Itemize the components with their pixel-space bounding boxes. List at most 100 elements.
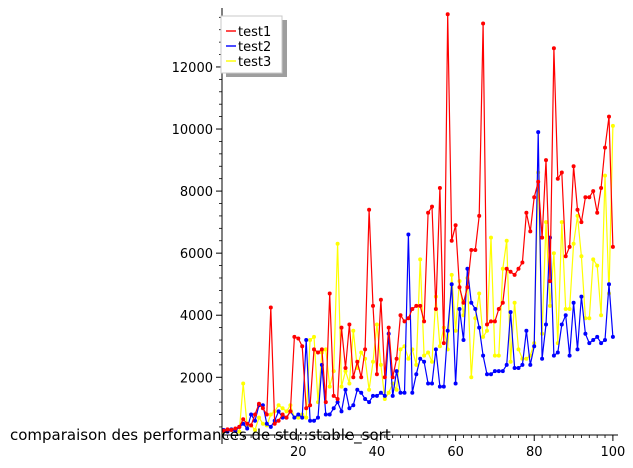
data-point-test3 bbox=[587, 316, 592, 321]
data-point-test3 bbox=[398, 347, 403, 352]
data-point-test2 bbox=[559, 322, 564, 327]
data-point-test2 bbox=[504, 362, 509, 367]
data-point-test2 bbox=[335, 400, 340, 405]
data-point-test3 bbox=[579, 254, 584, 259]
data-point-test3 bbox=[599, 313, 604, 318]
data-point-test1 bbox=[276, 418, 281, 423]
data-point-test2 bbox=[512, 366, 517, 370]
data-point-test1 bbox=[229, 428, 234, 432]
data-point-test1 bbox=[296, 336, 301, 341]
data-point-test3 bbox=[394, 387, 399, 392]
data-point-test1 bbox=[367, 207, 372, 212]
series-line-test3 bbox=[223, 125, 614, 433]
data-point-test1 bbox=[504, 266, 509, 271]
data-point-test1 bbox=[382, 375, 387, 380]
data-point-test1 bbox=[461, 300, 466, 305]
data-point-test3 bbox=[327, 384, 332, 389]
data-point-test2 bbox=[410, 390, 415, 395]
data-point-test1 bbox=[319, 347, 324, 352]
data-point-test3 bbox=[257, 415, 261, 420]
data-point-test2 bbox=[481, 353, 486, 358]
data-point-test1 bbox=[339, 325, 344, 330]
data-point-test1 bbox=[406, 316, 411, 321]
data-point-test3 bbox=[339, 384, 344, 389]
data-point-test1 bbox=[587, 195, 592, 200]
y-tick-label: 10000 bbox=[172, 123, 213, 138]
data-point-test1 bbox=[359, 375, 364, 380]
data-point-test1 bbox=[386, 325, 391, 330]
data-point-test3 bbox=[595, 263, 600, 268]
data-point-test1 bbox=[465, 285, 470, 290]
data-point-test3 bbox=[284, 409, 289, 414]
data-point-test3 bbox=[422, 353, 427, 358]
chart-caption: comparaison des performances de std::sta… bbox=[10, 426, 391, 445]
data-point-test3 bbox=[260, 421, 265, 426]
data-point-test3 bbox=[567, 307, 572, 311]
data-point-test1 bbox=[528, 229, 533, 234]
data-point-test1 bbox=[551, 46, 556, 51]
data-point-test1 bbox=[481, 21, 486, 26]
data-point-test1 bbox=[304, 406, 309, 411]
data-point-test1 bbox=[532, 195, 537, 200]
series-test2 bbox=[221, 130, 615, 434]
data-point-test1 bbox=[327, 291, 332, 296]
data-point-test3 bbox=[304, 415, 309, 420]
data-point-test2 bbox=[445, 328, 450, 333]
data-point-test1 bbox=[473, 248, 478, 252]
x-tick-label: 100 bbox=[600, 445, 625, 460]
data-point-test2 bbox=[610, 334, 615, 339]
data-point-test1 bbox=[272, 421, 277, 426]
data-point-test3 bbox=[563, 307, 568, 311]
data-point-test1 bbox=[347, 322, 352, 327]
data-point-test3 bbox=[603, 173, 607, 178]
data-point-test2 bbox=[437, 384, 442, 389]
data-point-test3 bbox=[276, 403, 281, 408]
data-point-test2 bbox=[382, 393, 387, 398]
data-point-test1 bbox=[260, 406, 265, 411]
data-point-test3 bbox=[386, 390, 391, 395]
data-point-test3 bbox=[571, 241, 576, 246]
data-point-test2 bbox=[430, 381, 434, 386]
data-point-test2 bbox=[567, 353, 572, 358]
data-point-test1 bbox=[300, 344, 305, 349]
data-point-test1 bbox=[402, 319, 407, 324]
data-point-test2 bbox=[516, 366, 521, 370]
data-point-test3 bbox=[343, 369, 348, 374]
data-point-test1 bbox=[430, 204, 434, 209]
data-point-test2 bbox=[323, 412, 328, 417]
data-point-test1 bbox=[548, 279, 552, 284]
tick-labels: 20 40 60 80 100 2000 4000 6000 8000 10000 12000 bbox=[172, 61, 626, 460]
data-point-test3 bbox=[575, 213, 580, 218]
data-point-test1 bbox=[268, 305, 273, 310]
data-point-test3 bbox=[347, 381, 352, 386]
data-point-test2 bbox=[433, 347, 438, 352]
data-point-test3 bbox=[418, 257, 423, 262]
legend-label-test2: test2 bbox=[238, 40, 271, 55]
data-point-test1 bbox=[225, 427, 230, 432]
data-point-test3 bbox=[430, 359, 434, 364]
data-point-test1 bbox=[233, 426, 238, 431]
data-point-test3 bbox=[551, 251, 556, 256]
data-point-test2 bbox=[477, 325, 482, 330]
data-point-test1 bbox=[371, 303, 375, 308]
data-point-test3 bbox=[371, 359, 375, 364]
data-point-test2 bbox=[343, 387, 348, 392]
data-point-test1 bbox=[355, 359, 360, 364]
data-point-test3 bbox=[312, 334, 316, 339]
data-point-test2 bbox=[492, 369, 497, 374]
data-point-test2 bbox=[276, 409, 281, 414]
data-point-test1 bbox=[351, 375, 356, 380]
data-point-test1 bbox=[520, 260, 525, 265]
data-point-test3 bbox=[477, 291, 482, 296]
data-point-test1 bbox=[410, 307, 415, 311]
data-point-test3 bbox=[437, 344, 442, 349]
data-point-test2 bbox=[363, 397, 368, 401]
data-point-test1 bbox=[559, 170, 564, 175]
legend-box bbox=[220, 15, 283, 74]
data-point-test1 bbox=[489, 319, 493, 324]
data-point-test1 bbox=[331, 393, 336, 398]
data-point-test2 bbox=[426, 381, 431, 386]
data-point-test3 bbox=[237, 429, 242, 434]
data-point-test2 bbox=[359, 390, 364, 395]
